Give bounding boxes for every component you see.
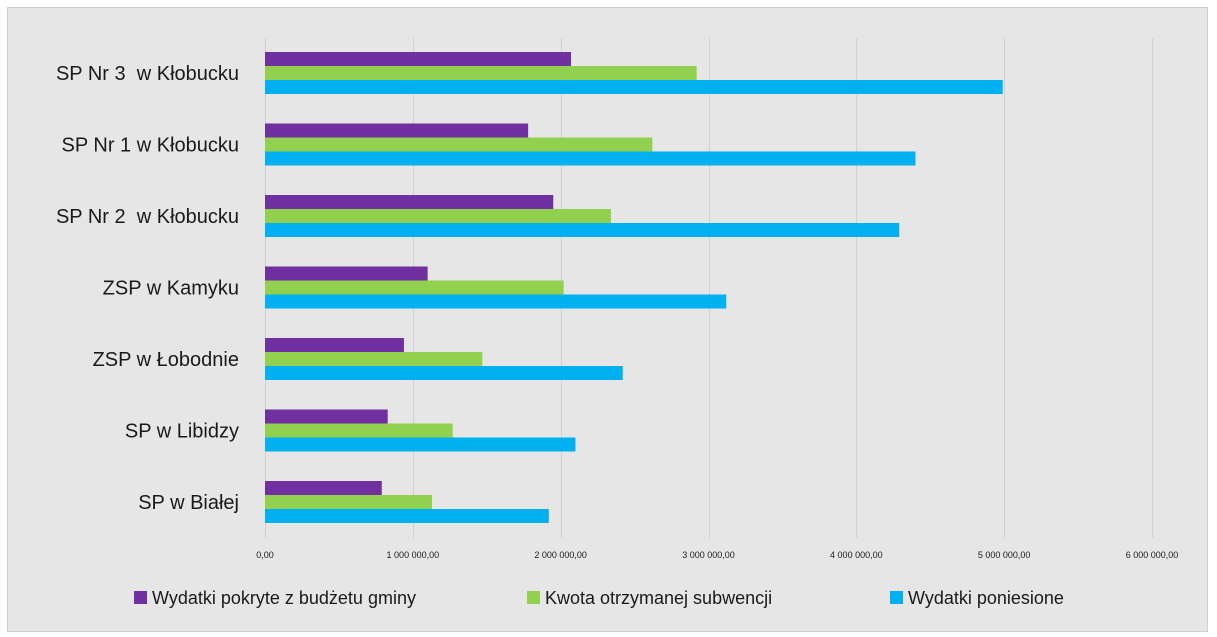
- x-tick-label: 4 000 000,00: [830, 550, 883, 560]
- x-tick-label: 0,00: [256, 550, 274, 560]
- bar: [265, 423, 453, 438]
- legend-swatch: [134, 591, 147, 604]
- category-label: ZSP w Łobodnie: [93, 349, 239, 371]
- bar: [265, 151, 916, 166]
- bar: [265, 352, 483, 366]
- bar: [265, 338, 404, 352]
- x-tick-label: 5 000 000,00: [978, 550, 1031, 560]
- bar: [265, 137, 653, 152]
- x-tick-label: 2 000 000,00: [534, 550, 587, 560]
- category-label: SP w Białej: [138, 492, 239, 514]
- bar: [265, 223, 900, 237]
- bar: [265, 123, 529, 138]
- bar: [265, 266, 428, 281]
- legend-swatch: [527, 591, 540, 604]
- bar: [265, 495, 433, 509]
- bar: [265, 509, 549, 523]
- bar: [265, 80, 1003, 94]
- x-tick-label: 3 000 000,00: [682, 550, 735, 560]
- x-tick-label: 6 000 000,00: [1126, 550, 1179, 560]
- category-label: SP Nr 2 w Kłobucku: [56, 206, 239, 228]
- bar: [265, 52, 572, 66]
- category-label: SP w Libidzy: [125, 421, 239, 443]
- legend: Wydatki pokryte z budżetu gminy Kwota otr…: [134, 588, 1064, 608]
- legend-label: Kwota otrzymanej subwencji: [545, 588, 772, 608]
- category-label: SP Nr 1 w Kłobucku: [62, 135, 240, 157]
- legend-swatch: [890, 591, 903, 604]
- bar: [265, 294, 727, 309]
- category-label: ZSP w Kamyku: [103, 278, 239, 300]
- bar: [265, 195, 554, 209]
- chart-area: SP Nr 3 w Kłobucku SP Nr 1 w Kłobucku SP N…: [7, 7, 1208, 632]
- legend-label: Wydatki pokryte z budżetu gminy: [152, 588, 416, 608]
- bars: [265, 52, 1003, 523]
- bar: [265, 409, 388, 424]
- bar: [265, 280, 564, 295]
- bar: [265, 437, 576, 452]
- bar: [265, 209, 611, 223]
- category-label: SP Nr 3 w Kłobucku: [56, 63, 239, 85]
- bar: [265, 66, 697, 80]
- bar: [265, 481, 382, 495]
- bar-chart: SP Nr 3 w Kłobucku SP Nr 1 w Kłobucku SP N…: [56, 38, 1178, 608]
- x-axis-tick-labels: 0,00 1 000 000,00 2 000 000,00 3 000 000,00…: [256, 550, 1178, 560]
- legend-label: Wydatki poniesione: [908, 588, 1064, 608]
- category-labels: SP Nr 3 w Kłobucku SP Nr 1 w Kłobucku SP N…: [56, 63, 239, 514]
- bar: [265, 366, 623, 380]
- x-tick-label: 1 000 000,00: [387, 550, 440, 560]
